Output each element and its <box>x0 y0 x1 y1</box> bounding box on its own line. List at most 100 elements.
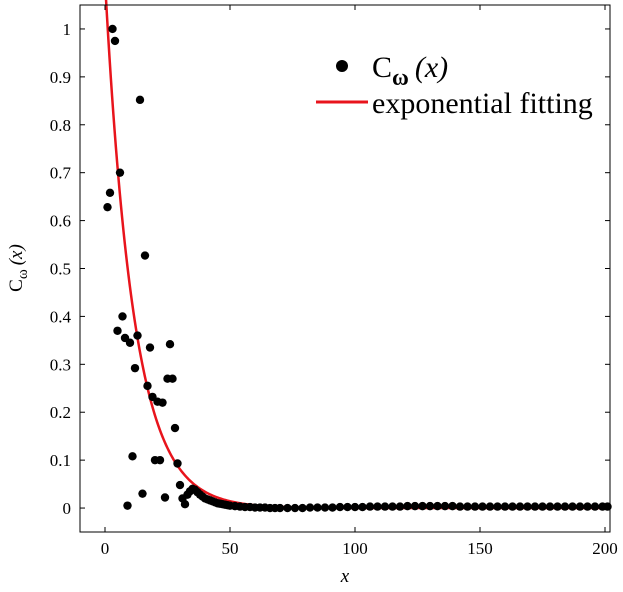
data-point <box>328 503 337 512</box>
data-point <box>145 343 155 352</box>
data-point <box>365 502 375 511</box>
data-point <box>305 503 315 512</box>
x-tick-label: 50 <box>222 539 239 558</box>
data-point <box>425 501 435 511</box>
data-point <box>133 331 142 340</box>
data-point <box>560 502 570 511</box>
data-point <box>125 338 135 347</box>
data-point <box>515 502 525 511</box>
plot-frame <box>79 4 611 533</box>
data-point <box>523 502 532 511</box>
data-point <box>403 501 412 511</box>
data-point <box>158 398 167 407</box>
data-point <box>455 502 465 511</box>
data-point <box>175 480 185 490</box>
y-tick-label: 0.1 <box>50 451 71 470</box>
data-point <box>170 423 180 433</box>
data-point <box>168 374 177 383</box>
data-point <box>478 502 487 511</box>
data-point <box>283 503 292 513</box>
y-tick-label: 0.9 <box>50 68 71 87</box>
data-point <box>568 502 577 511</box>
y-axis-label-argument: (x) <box>6 244 27 265</box>
data-point <box>545 502 555 511</box>
fit-curve <box>104 0 605 510</box>
data-point <box>173 459 182 468</box>
y-tick-label: 1 <box>63 20 72 39</box>
data-point <box>313 503 322 512</box>
data-point <box>123 501 132 510</box>
data-point <box>165 340 175 349</box>
x-tick-label: 150 <box>467 539 493 558</box>
data-point <box>373 502 382 511</box>
data-point <box>155 455 165 465</box>
data-point <box>110 36 120 46</box>
data-point <box>105 188 115 197</box>
fit-layer <box>104 0 605 510</box>
x-axis-label: x <box>340 566 350 587</box>
y-tick-label: 0.2 <box>50 403 71 422</box>
data-point <box>418 501 427 511</box>
data-point <box>343 502 352 512</box>
y-tick-label: 0.7 <box>50 164 72 183</box>
data-point <box>180 500 190 509</box>
data-point <box>113 326 122 335</box>
y-tick-label: 0.3 <box>50 355 71 374</box>
y-axis-label: Cω (x) <box>6 244 31 292</box>
data-point <box>350 502 360 512</box>
legend-label-scatter-subscript: ω <box>392 65 409 90</box>
y-axis-label-subscript: ω <box>15 269 31 279</box>
data-point <box>160 493 170 502</box>
data-point <box>128 452 137 461</box>
data-point <box>493 502 502 511</box>
data-point <box>500 502 510 511</box>
data-point <box>130 363 140 373</box>
data-point <box>358 502 367 512</box>
legend: Cω (x) exponential fitting <box>316 51 593 120</box>
data-point <box>298 503 307 513</box>
legend-label-scatter: Cω (x) <box>372 51 448 90</box>
y-tick-label: 0.6 <box>50 212 71 231</box>
data-point <box>410 501 420 511</box>
data-point <box>448 501 457 511</box>
legend-label-fit: exponential fitting <box>372 87 593 120</box>
x-tick-label: 200 <box>592 539 618 558</box>
data-point <box>108 24 117 34</box>
y-axis-label-base: C <box>6 279 27 292</box>
y-tick-label: 0.4 <box>50 307 72 326</box>
data-point <box>470 502 480 511</box>
data-point <box>140 251 150 260</box>
x-tick-label: 100 <box>342 539 368 558</box>
data-point <box>320 503 330 512</box>
ticks-layer: 0 50 100 150 200 0 0.1 0.2 0.3 0.4 0.5 0.6 0.7 0.8 0.9… <box>50 5 618 558</box>
legend-label-scatter-argument: (x) <box>415 51 448 84</box>
data-point <box>115 168 125 177</box>
data-point <box>463 502 472 511</box>
data-point <box>143 381 152 391</box>
data-point <box>530 502 540 511</box>
data-point <box>388 502 397 511</box>
legend-label-scatter-base: C <box>372 51 392 84</box>
y-tick-label: 0 <box>63 499 72 518</box>
data-point <box>135 95 145 105</box>
data-point <box>553 502 562 511</box>
data-point <box>508 502 517 511</box>
data-point <box>583 502 592 511</box>
data-point <box>290 503 300 513</box>
data-point <box>118 312 127 321</box>
data-point <box>395 502 405 511</box>
data-point <box>433 501 442 511</box>
data-point <box>485 502 495 511</box>
y-tick-label: 0.8 <box>50 116 71 135</box>
data-point <box>440 501 450 511</box>
data-point <box>138 489 147 498</box>
data-point <box>575 502 585 511</box>
data-point <box>275 503 285 513</box>
x-tick-label: 0 <box>101 539 110 558</box>
y-tick-label: 0.5 <box>50 260 71 279</box>
data-point <box>538 502 547 511</box>
data-point <box>103 202 112 212</box>
data-point <box>590 502 600 511</box>
points-layer <box>103 24 612 513</box>
